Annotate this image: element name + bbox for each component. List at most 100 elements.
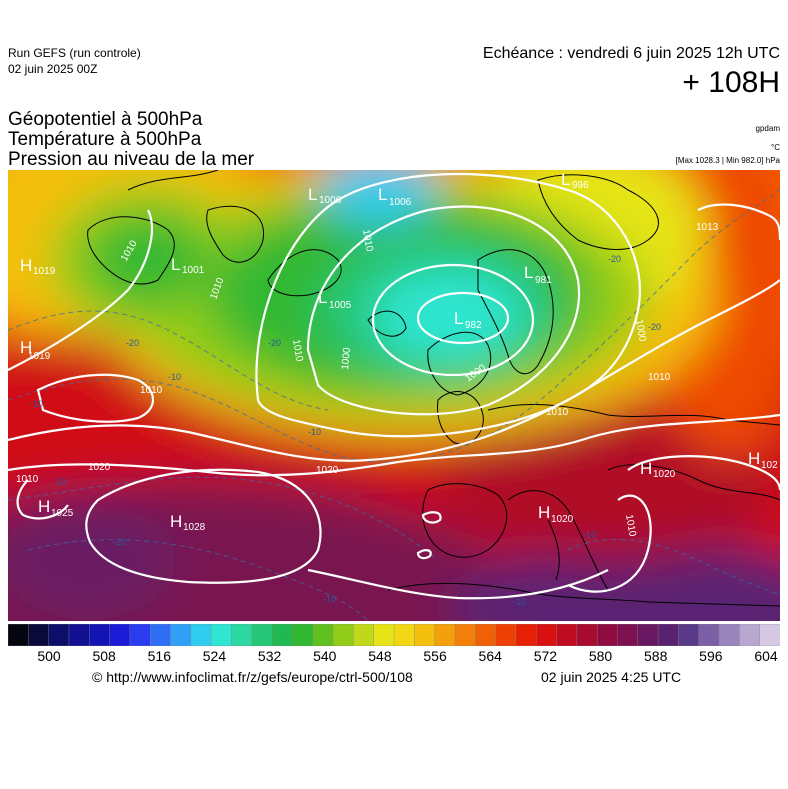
forecast-valid-time: Echéance : vendredi 6 juin 2025 12h UTC <box>482 45 780 62</box>
isobar-label: 1010 <box>16 474 39 485</box>
colorbar-swatch <box>150 624 172 646</box>
svg-text:H: H <box>20 256 32 275</box>
isotherm-label: -10 <box>323 594 336 604</box>
pressure-center: H 1020 <box>538 503 574 525</box>
colorbar-swatch <box>129 624 152 646</box>
svg-text:H: H <box>20 338 32 357</box>
pressure-center: H 1025 <box>38 497 74 519</box>
unit-geopotential: gpdam <box>755 124 780 133</box>
pressure-center: L 1006 <box>308 185 342 206</box>
colorbar-tick-label: 532 <box>257 648 282 664</box>
weather-map: -20 -20 -20 -10 -10 -10 -10 -10 -10 -10 … <box>8 170 780 621</box>
svg-text:H: H <box>748 449 760 468</box>
svg-text:H: H <box>538 503 550 522</box>
pressure-center: L 1006 <box>378 185 412 208</box>
colorbar-tick-label: 580 <box>588 648 613 664</box>
isobar-label: 1010 <box>290 339 305 363</box>
pressure-center: H 1028 <box>170 512 206 533</box>
isobar-label: 1010 <box>140 385 163 396</box>
colorbar-swatch <box>536 624 558 646</box>
colorbar-swatch <box>271 624 294 646</box>
colorbar-tick-label: 596 <box>699 648 723 664</box>
pressure-center: L 981 <box>524 263 552 286</box>
colorbar-tick-label: 540 <box>313 648 337 664</box>
isotherm-label: -10 <box>583 530 596 540</box>
colorbar-swatch <box>8 624 30 646</box>
field-geopotential: Géopotentiel à 500hPa <box>8 109 203 130</box>
colorbar-tick-label: 564 <box>478 648 502 664</box>
svg-text:L: L <box>308 185 317 204</box>
svg-text:1005: 1005 <box>329 300 352 311</box>
colorbar-swatch <box>576 624 598 646</box>
colorbar-swatch <box>678 624 700 646</box>
colorbar-swatch <box>454 624 477 646</box>
pressure-center: H 102 <box>748 449 778 471</box>
field-pressure: Pression au niveau de la mer <box>8 149 255 170</box>
colorbar-swatch <box>698 624 720 646</box>
colorbar-tick-label: 516 <box>147 648 171 664</box>
colorbar-swatch <box>190 624 212 646</box>
isobar-label: 1020 <box>316 465 339 476</box>
isotherm-label: -20 <box>608 254 621 264</box>
colorbar-swatch <box>495 624 517 646</box>
isobar-label: 1000 <box>340 347 353 371</box>
colorbar-swatch <box>718 624 741 646</box>
svg-text:996: 996 <box>572 180 589 191</box>
lead-time: + 108H <box>682 66 780 99</box>
svg-text:982: 982 <box>465 320 482 331</box>
colorbar-swatch <box>68 624 91 646</box>
field-temperature: Température à 500hPa <box>8 129 202 150</box>
isobar-label: 1013 <box>696 222 719 233</box>
svg-text:1001: 1001 <box>182 265 205 276</box>
isotherm-label: -20 <box>126 338 139 348</box>
colorbar-swatch <box>89 624 111 646</box>
colorbar-swatch <box>617 624 639 646</box>
colorbar-swatch <box>657 624 680 646</box>
svg-text:1019: 1019 <box>33 266 56 277</box>
unit-temperature: °C <box>771 143 780 152</box>
svg-text:1025: 1025 <box>51 508 74 519</box>
svg-text:H: H <box>38 497 50 516</box>
svg-text:1019: 1019 <box>28 351 51 362</box>
colorbar-swatch <box>210 624 233 646</box>
colorbar-swatch <box>251 624 273 646</box>
pressure-center: L 1005 <box>318 288 352 311</box>
isobar-label: 1000 <box>633 319 648 343</box>
isobar-label: 1010 <box>546 407 569 418</box>
colorbar-swatch <box>759 624 780 646</box>
svg-text:L: L <box>318 288 327 307</box>
svg-text:1020: 1020 <box>653 469 676 480</box>
svg-text:L: L <box>454 309 463 328</box>
colorbar-tick-label: 604 <box>754 648 778 664</box>
svg-text:L: L <box>171 255 180 274</box>
unit-pressure-range: [Max 1028.3 | Min 982.0] hPa <box>675 156 780 165</box>
colorbar-swatch <box>28 624 50 646</box>
isotherm-label: -10 <box>30 399 43 409</box>
colorbar-swatch <box>556 624 578 646</box>
isobar-label: 1010 <box>648 372 671 383</box>
isotherm-labels: -20 -20 -20 -10 -10 -10 -10 -10 -10 -10 … <box>30 254 661 607</box>
svg-text:1006: 1006 <box>319 195 342 206</box>
svg-text:1006: 1006 <box>389 197 412 208</box>
colorbar-tick-label: 508 <box>92 648 116 664</box>
pressure-center: L 982 <box>454 309 482 331</box>
colorbar-swatch <box>434 624 456 646</box>
colorbar-swatch <box>109 624 131 646</box>
generation-date: 02 juin 2025 4:25 UTC <box>541 669 682 685</box>
colorbar-swatch <box>170 624 192 646</box>
colorbar-swatch <box>393 624 416 646</box>
isotherm-label: -20 <box>648 322 661 332</box>
svg-text:H: H <box>170 512 182 531</box>
svg-text:102: 102 <box>761 460 778 471</box>
colorbar-swatch <box>48 624 70 646</box>
isobars <box>8 172 780 600</box>
colorbar-swatch <box>637 624 659 646</box>
colorbar-tick-label: 556 <box>423 648 447 664</box>
colorbar-swatch <box>332 624 355 646</box>
isotherm-label: -20 <box>268 338 281 348</box>
isotherm-label: -10 <box>308 427 321 437</box>
svg-text:H: H <box>640 459 652 478</box>
colorbar-tick-label: 524 <box>202 648 227 664</box>
